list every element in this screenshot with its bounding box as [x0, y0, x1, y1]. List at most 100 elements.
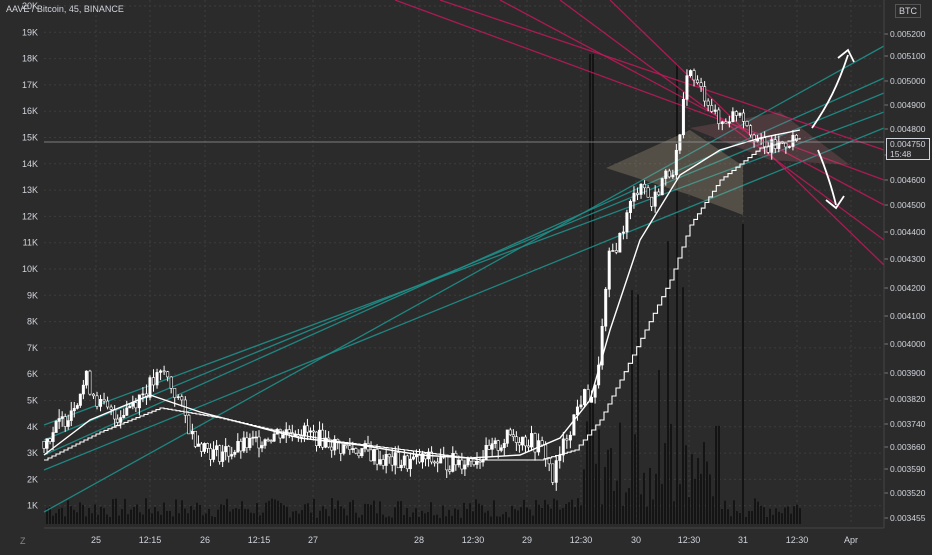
volume-bar: [91, 513, 93, 524]
volume-bar: [571, 499, 573, 524]
candle-body: [650, 196, 654, 207]
candle-body: [628, 200, 632, 213]
candle-body: [484, 445, 488, 460]
right-tick-label: 0.003520: [890, 488, 926, 498]
candle-body: [749, 125, 753, 136]
volume-bar: [760, 505, 762, 524]
volume-bar: [259, 515, 261, 524]
volume-bar: [76, 512, 78, 524]
volume-bar: [703, 442, 705, 524]
candle-body: [173, 388, 177, 398]
volume-bar: [148, 509, 150, 524]
candle-body: [611, 250, 615, 252]
candle-body: [405, 455, 409, 470]
volume-bar: [178, 513, 180, 524]
up-arrow-head: [837, 48, 855, 63]
candle-body: [88, 370, 92, 395]
volume-bar: [784, 507, 786, 524]
volume-bar: [757, 501, 759, 524]
candle-body: [520, 436, 524, 446]
right-tick-label: 0.005100: [890, 51, 926, 61]
volume-bar: [310, 512, 312, 524]
volume-bar: [52, 515, 54, 524]
candle-body: [653, 191, 657, 207]
volume-bar: [124, 498, 126, 524]
left-tick-label: 12K: [22, 211, 38, 221]
candle-body: [187, 414, 191, 435]
volume-bar: [211, 516, 213, 524]
projection-zone: [606, 130, 743, 215]
candle-body: [502, 443, 506, 449]
volume-bar: [340, 506, 342, 524]
volume-bar: [652, 499, 654, 524]
volume-bar: [664, 443, 666, 524]
volume-bar: [469, 503, 471, 524]
magenta-channel-line: [609, 0, 885, 266]
candle-body: [116, 418, 120, 423]
candle-body: [526, 445, 530, 448]
volume-bar: [406, 508, 408, 524]
candle-body: [493, 440, 497, 444]
candle-body: [221, 451, 225, 462]
volume-bar: [163, 502, 165, 524]
volume-bar: [739, 513, 741, 524]
volume-bar: [715, 425, 717, 524]
volume-bar: [157, 511, 159, 524]
volume-bar: [769, 508, 771, 524]
volume-bar: [754, 498, 756, 524]
volume-bar: [331, 498, 333, 524]
candle-body: [387, 454, 391, 458]
candle-body: [106, 400, 110, 408]
volume-bar: [577, 498, 579, 524]
candle-body: [568, 434, 572, 441]
candle-body: [54, 421, 58, 433]
candle-body: [230, 454, 234, 457]
volume-bar: [364, 503, 366, 524]
volume-bar: [523, 499, 525, 524]
candle-body: [78, 393, 82, 406]
volume-bar: [670, 423, 672, 524]
candle-body: [63, 416, 67, 427]
corner-label[interactable]: Z: [20, 536, 26, 546]
candle-body: [625, 212, 629, 233]
candle-body: [667, 170, 671, 178]
volume-bar: [166, 510, 168, 524]
volume-bar: [583, 469, 585, 524]
candle-body: [448, 469, 452, 472]
volume-bar: [256, 503, 258, 524]
volume-bar: [562, 508, 564, 524]
candle-body: [119, 417, 123, 423]
candle-body: [674, 149, 678, 176]
candle-body: [390, 456, 394, 466]
candle-body: [433, 461, 437, 464]
candle-body: [734, 111, 738, 116]
volume-bar: [622, 505, 624, 524]
volume-bar: [436, 514, 438, 524]
candle-body: [190, 430, 194, 435]
volume-bar: [235, 508, 237, 524]
candle-body: [305, 425, 309, 433]
candle-body: [375, 449, 379, 465]
ma-step-line: [44, 138, 801, 461]
volume-bar: [382, 514, 384, 524]
volume-bar: [316, 517, 318, 524]
volume-bar: [553, 498, 555, 524]
volume-bar: [634, 434, 636, 524]
candle-body: [575, 406, 579, 416]
candle-body: [511, 434, 515, 438]
candle-body: [48, 438, 52, 442]
candle-body: [738, 112, 742, 116]
volume-bar: [349, 502, 351, 524]
time-tick-label: 30: [631, 535, 641, 545]
candle-body: [339, 442, 343, 454]
time-tick-label: 12:15: [139, 535, 162, 545]
candle-body: [460, 459, 464, 470]
volume-bar: [532, 515, 534, 524]
candle-body: [731, 111, 735, 123]
unit-tag[interactable]: BTC: [895, 4, 921, 18]
volume-bar: [412, 512, 414, 524]
candle-body: [193, 430, 197, 447]
volume-bar: [376, 513, 378, 524]
